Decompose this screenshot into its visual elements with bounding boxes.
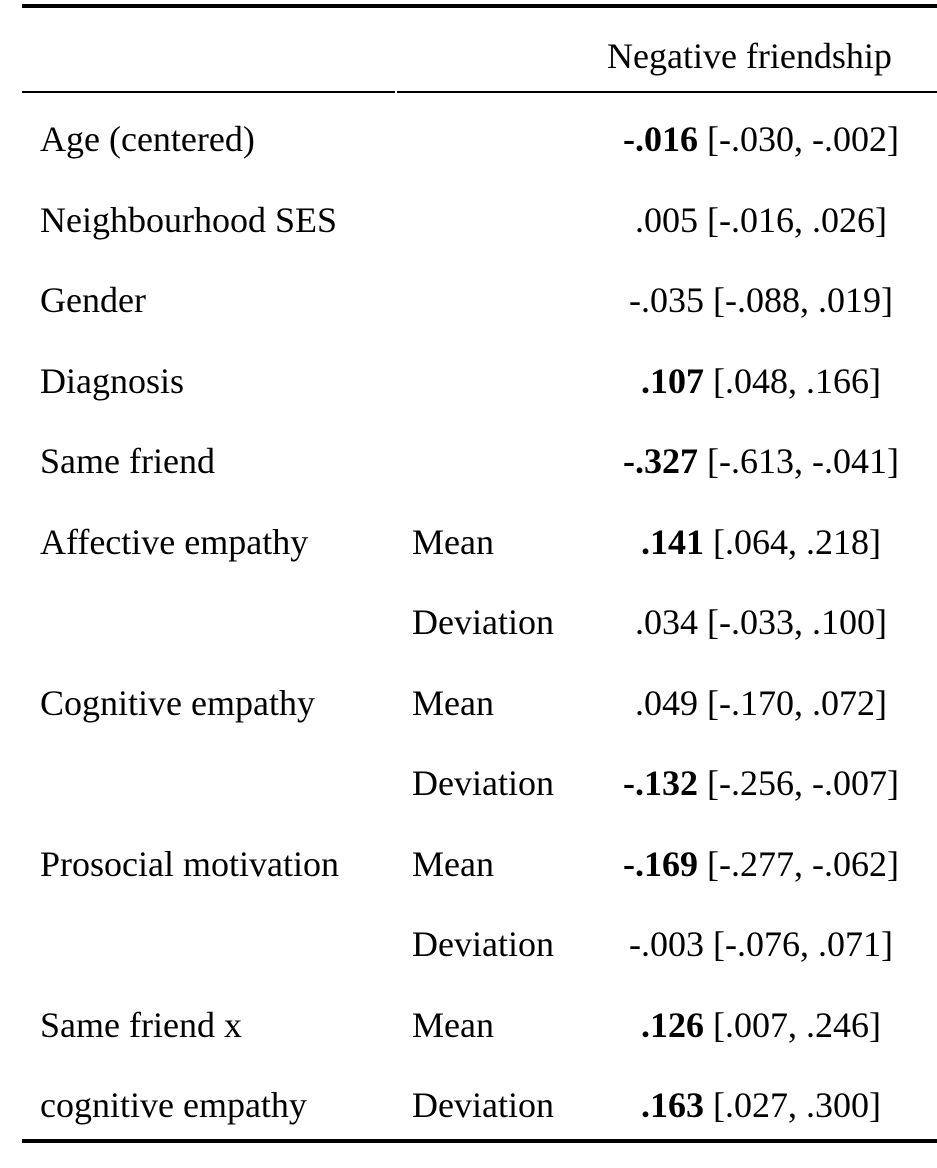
coefficient: .141: [641, 522, 704, 562]
header-rule-gap: [395, 90, 397, 94]
confidence-interval: [-.613, -.041]: [698, 441, 899, 481]
confidence-interval: [.007, .246]: [704, 1005, 881, 1045]
coefficient: -.327: [623, 441, 699, 481]
coefficient: -.132: [623, 763, 699, 803]
row-label: Prosocial motivation: [40, 844, 339, 884]
header-rule: [22, 91, 937, 93]
row-sublabel: Deviation: [412, 924, 554, 964]
row-sublabel: Mean: [412, 522, 494, 562]
row-label: Gender: [40, 280, 146, 320]
row-label: Neighbourhood SES: [40, 200, 337, 240]
table-row: Deviation -.003 [-.076, .071]: [0, 922, 937, 1002]
table-row: Same friend -.327 [-.613, -.041]: [0, 439, 937, 519]
table-row: cognitive empathy Deviation .163 [.027, .3…: [0, 1083, 937, 1163]
confidence-interval: [-.170, .072]: [698, 683, 887, 723]
row-estimate: -.169 [-.277, -.062]: [576, 842, 937, 886]
row-sublabel: Mean: [412, 683, 494, 723]
row-label: Affective empathy: [40, 522, 309, 562]
row-label: Same friend: [40, 441, 215, 481]
table-row: Affective empathy Mean .141 [.064, .218]: [0, 520, 937, 600]
column-header-negative-friendship: Negative friendship: [607, 36, 892, 76]
row-estimate: -.016 [-.030, -.002]: [576, 117, 937, 161]
table-row: Cognitive empathy Mean .049 [-.170, .072]: [0, 681, 937, 761]
coefficient: .034: [635, 602, 699, 642]
row-estimate: -.327 [-.613, -.041]: [576, 439, 937, 483]
row-label: Age (centered): [40, 119, 255, 159]
row-label: cognitive empathy: [40, 1085, 307, 1125]
table-row: Deviation -.132 [-.256, -.007]: [0, 761, 937, 841]
table-row: Gender -.035 [-.088, .019]: [0, 278, 937, 358]
coefficient: .005: [635, 200, 699, 240]
row-estimate: .049 [-.170, .072]: [576, 681, 937, 725]
coefficient: -.035: [629, 280, 705, 320]
table-top-rule: [22, 4, 937, 8]
row-estimate: .107 [.048, .166]: [576, 359, 937, 403]
coefficient: .163: [641, 1085, 704, 1125]
table-row: Diagnosis .107 [.048, .166]: [0, 359, 937, 439]
confidence-interval: [-.088, .019]: [704, 280, 893, 320]
row-estimate: .005 [-.016, .026]: [576, 198, 937, 242]
coefficient: -.003: [629, 924, 705, 964]
coefficient: .107: [641, 361, 704, 401]
coefficient: -.016: [623, 119, 699, 159]
row-label: Diagnosis: [40, 361, 184, 401]
row-estimate: .126 [.007, .246]: [576, 1003, 937, 1047]
row-estimate: -.003 [-.076, .071]: [576, 922, 937, 966]
confidence-interval: [-.033, .100]: [698, 602, 887, 642]
table-row: Neighbourhood SES .005 [-.016, .026]: [0, 198, 937, 278]
confidence-interval: [-.016, .026]: [698, 200, 887, 240]
confidence-interval: [-.256, -.007]: [698, 763, 899, 803]
row-estimate: .141 [.064, .218]: [576, 520, 937, 564]
table-row: Deviation .034 [-.033, .100]: [0, 600, 937, 680]
table-row: Prosocial motivation Mean -.169 [-.277, -.…: [0, 842, 937, 922]
table-row: Age (centered) -.016 [-.030, -.002]: [0, 117, 937, 197]
row-estimate: -.035 [-.088, .019]: [576, 278, 937, 322]
row-sublabel: Mean: [412, 844, 494, 884]
row-sublabel: Deviation: [412, 602, 554, 642]
coefficient: .049: [635, 683, 699, 723]
row-estimate: .034 [-.033, .100]: [576, 600, 937, 644]
confidence-interval: [-.277, -.062]: [698, 844, 899, 884]
row-estimate: .163 [.027, .300]: [576, 1083, 937, 1127]
table-row: Same friend x Mean .126 [.007, .246]: [0, 1003, 937, 1083]
confidence-interval: [.064, .218]: [704, 522, 881, 562]
row-label: Same friend x: [40, 1005, 242, 1045]
confidence-interval: [-.076, .071]: [704, 924, 893, 964]
row-label: Cognitive empathy: [40, 683, 315, 723]
coefficient: .126: [641, 1005, 704, 1045]
row-sublabel: Mean: [412, 1005, 494, 1045]
row-estimate: -.132 [-.256, -.007]: [576, 761, 937, 805]
table-bottom-rule: [22, 1139, 937, 1143]
row-sublabel: Deviation: [412, 763, 554, 803]
confidence-interval: [-.030, -.002]: [698, 119, 899, 159]
confidence-interval: [.048, .166]: [704, 361, 881, 401]
coefficient: -.169: [623, 844, 699, 884]
row-sublabel: Deviation: [412, 1085, 554, 1125]
confidence-interval: [.027, .300]: [704, 1085, 881, 1125]
